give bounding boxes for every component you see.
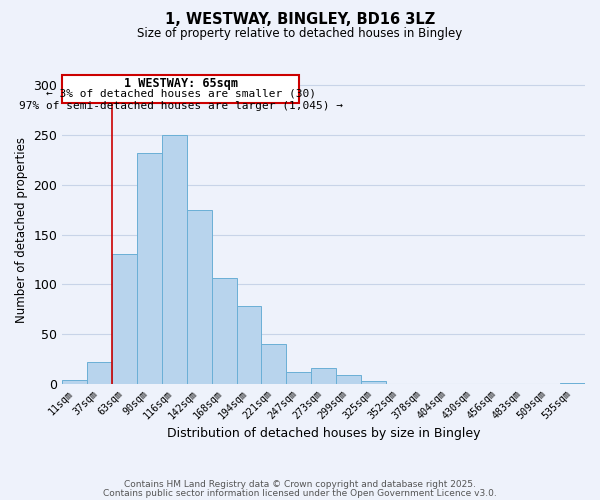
- Bar: [187, 210, 212, 384]
- Bar: [137, 153, 162, 384]
- Text: Contains public sector information licensed under the Open Government Licence v3: Contains public sector information licen…: [103, 488, 497, 498]
- X-axis label: Distribution of detached houses by size in Bingley: Distribution of detached houses by size …: [167, 427, 481, 440]
- Bar: [162, 135, 187, 384]
- Y-axis label: Number of detached properties: Number of detached properties: [15, 136, 28, 322]
- Bar: [336, 375, 361, 384]
- Text: ← 3% of detached houses are smaller (30): ← 3% of detached houses are smaller (30): [46, 89, 316, 99]
- Text: Contains HM Land Registry data © Crown copyright and database right 2025.: Contains HM Land Registry data © Crown c…: [124, 480, 476, 489]
- Bar: [262, 344, 286, 384]
- Bar: [361, 381, 386, 384]
- Bar: [112, 254, 137, 384]
- Bar: [311, 368, 336, 384]
- Text: 1 WESTWAY: 65sqm: 1 WESTWAY: 65sqm: [124, 78, 238, 90]
- Bar: [236, 306, 262, 384]
- Bar: [62, 380, 87, 384]
- Text: 97% of semi-detached houses are larger (1,045) →: 97% of semi-detached houses are larger (…: [19, 101, 343, 111]
- Bar: [87, 362, 112, 384]
- Bar: [286, 372, 311, 384]
- Bar: [212, 278, 236, 384]
- Text: Size of property relative to detached houses in Bingley: Size of property relative to detached ho…: [137, 28, 463, 40]
- Bar: [560, 383, 585, 384]
- Text: 1, WESTWAY, BINGLEY, BD16 3LZ: 1, WESTWAY, BINGLEY, BD16 3LZ: [165, 12, 435, 28]
